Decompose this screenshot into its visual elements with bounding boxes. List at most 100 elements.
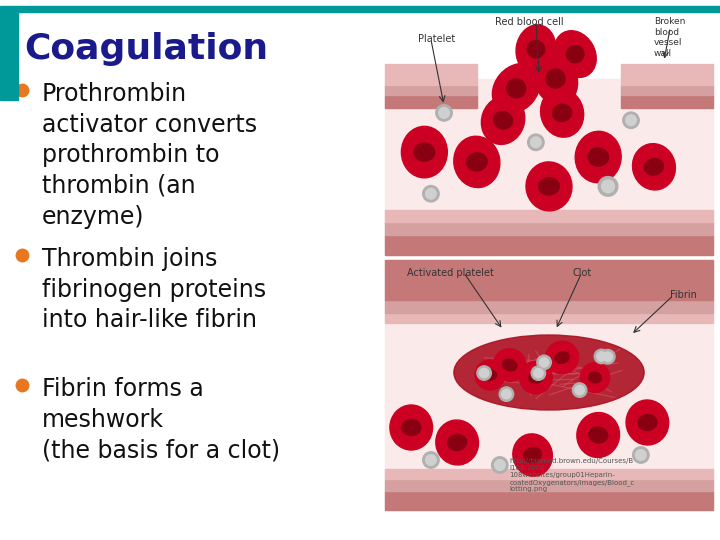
Bar [621,94,713,108]
Bar [385,235,713,255]
Bar [385,260,713,510]
Bar [385,210,713,222]
Bar [0,12,18,100]
Bar [621,85,713,94]
Ellipse shape [626,400,669,445]
Circle shape [602,180,614,193]
Circle shape [502,389,511,399]
Ellipse shape [546,341,578,374]
Circle shape [480,368,489,378]
Circle shape [534,368,543,378]
Bar [385,313,713,322]
Ellipse shape [644,159,663,175]
Ellipse shape [588,148,608,166]
Circle shape [438,107,449,118]
Ellipse shape [526,162,572,211]
Text: Thrombin joins
fibrinogen proteins
into hair-like fibrin: Thrombin joins fibrinogen proteins into … [42,247,266,332]
Bar [385,79,713,255]
Circle shape [623,112,639,129]
Circle shape [572,383,587,397]
Ellipse shape [527,40,545,58]
Ellipse shape [402,126,447,178]
Circle shape [575,386,585,395]
Circle shape [598,177,618,196]
Ellipse shape [436,420,479,465]
Circle shape [539,357,549,367]
Bar [385,10,713,255]
Ellipse shape [414,143,435,161]
Circle shape [600,349,615,364]
Ellipse shape [554,31,596,77]
Ellipse shape [503,359,517,371]
Ellipse shape [454,136,500,187]
Circle shape [492,457,508,473]
Bar [385,85,477,94]
Bar [385,300,713,313]
Ellipse shape [494,112,513,129]
Ellipse shape [577,413,619,457]
Text: Fibrin: Fibrin [670,290,697,300]
Circle shape [426,188,436,199]
Circle shape [531,366,546,380]
Circle shape [633,447,649,463]
Bar [385,260,713,300]
Text: Clot: Clot [572,267,591,278]
Bar [385,64,477,85]
Circle shape [528,134,544,151]
Ellipse shape [567,45,584,63]
Ellipse shape [516,25,556,73]
Text: Broken
blood
vessel
wall: Broken blood vessel wall [654,17,685,58]
Circle shape [597,352,606,361]
Bar [621,64,713,85]
Ellipse shape [552,104,572,122]
Ellipse shape [589,427,608,443]
Ellipse shape [483,370,497,380]
Text: Platelet: Platelet [418,35,455,44]
Circle shape [436,105,452,121]
Text: Activated platelet: Activated platelet [408,267,494,278]
Circle shape [626,115,636,126]
Ellipse shape [541,89,584,137]
Ellipse shape [402,420,420,435]
Ellipse shape [546,69,565,88]
Ellipse shape [588,372,601,383]
Bar [385,491,713,510]
Ellipse shape [475,360,505,390]
Bar [385,94,477,108]
Bar [0,6,720,12]
Ellipse shape [528,372,544,383]
Ellipse shape [467,153,487,171]
Ellipse shape [492,64,540,113]
Circle shape [499,387,513,401]
Ellipse shape [534,52,577,105]
Ellipse shape [448,435,467,450]
Ellipse shape [493,349,526,381]
Text: Prothrombin
activator converts
prothrombin to
thrombin (an
enzyme): Prothrombin activator converts prothromb… [42,82,257,228]
Ellipse shape [507,79,526,98]
Text: Fibrin forms a
meshwork
(the basis for a clot): Fibrin forms a meshwork (the basis for a… [42,377,280,462]
Text: http://biomed.brown.edu/Courses/B
I108/2006-
108websites/group01Heparin-
coatedO: http://biomed.brown.edu/Courses/B I108/2… [510,458,635,492]
Ellipse shape [638,415,657,430]
Ellipse shape [575,131,621,183]
Ellipse shape [632,144,675,190]
Circle shape [423,452,439,468]
Ellipse shape [513,434,552,476]
Circle shape [636,450,646,460]
Ellipse shape [482,96,525,144]
Circle shape [594,349,608,363]
Circle shape [531,137,541,147]
Text: Red blood cell: Red blood cell [495,17,564,28]
Circle shape [603,352,613,361]
Circle shape [423,186,439,202]
Bar [385,479,713,491]
Ellipse shape [520,361,552,394]
Ellipse shape [454,335,644,410]
Circle shape [537,355,552,369]
Text: Coagulation: Coagulation [24,32,268,66]
Circle shape [477,366,491,380]
Ellipse shape [555,352,570,363]
Bar [385,469,713,479]
Ellipse shape [524,448,541,463]
Circle shape [426,455,436,465]
Ellipse shape [580,362,610,393]
